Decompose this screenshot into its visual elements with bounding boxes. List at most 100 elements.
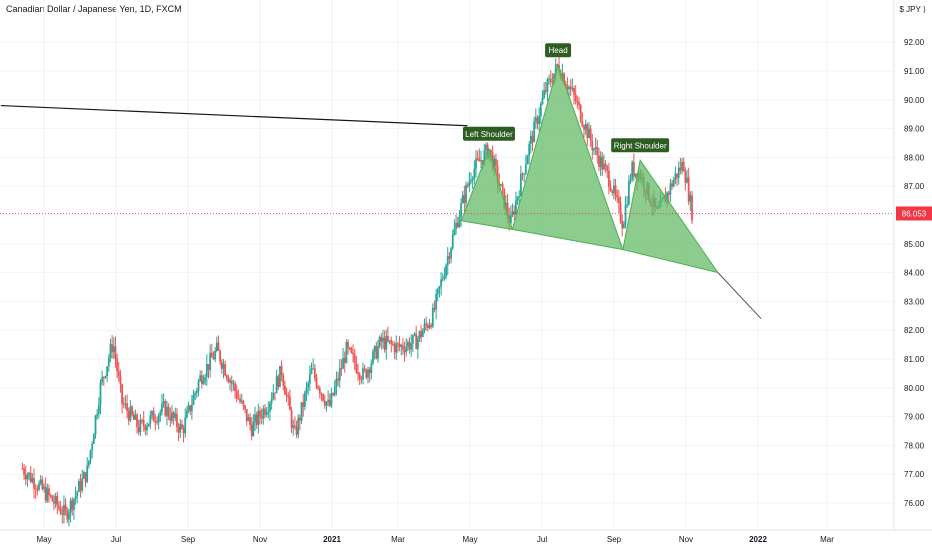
candle-body (275, 376, 278, 394)
candle-body (599, 156, 602, 167)
price-axis[interactable]: 76.00 77.00 78.00 79.00 80.00 81.00 82.00 83.00… (904, 38, 925, 508)
last-price-value: 86.053 (902, 209, 927, 218)
candle-body (200, 375, 203, 384)
candle-body (511, 211, 514, 216)
candle-body (132, 414, 135, 420)
candle-body (71, 500, 74, 510)
candle-body (259, 410, 261, 417)
candle-body (669, 183, 672, 195)
candle-body (423, 323, 426, 331)
candle-body (185, 410, 188, 418)
candle-body (624, 204, 627, 225)
candle-body (79, 481, 82, 491)
candle-body (415, 333, 418, 350)
candle-body (151, 411, 153, 416)
candle-body (383, 337, 386, 350)
candle-body (302, 402, 305, 407)
candle-body (360, 378, 363, 380)
candle-body (284, 385, 286, 395)
candle-body (289, 396, 291, 411)
candle-body (571, 88, 574, 90)
candle-body (112, 346, 115, 352)
time-tick-label: 2022 (749, 535, 767, 544)
candle-body (34, 488, 37, 490)
candle-body (611, 190, 614, 194)
candle-body (686, 177, 688, 183)
currency-selector[interactable]: $ JPY ⟩ (899, 5, 926, 14)
candle-body (598, 155, 600, 167)
grid (0, 0, 894, 530)
candle-body (543, 89, 546, 98)
candle-body (554, 64, 557, 74)
chart-title: Canadian Dollar / Japanese Yen, 1D, FXCM (6, 4, 182, 14)
candle-body (563, 73, 565, 84)
candle-body (400, 345, 403, 347)
candle-body (209, 352, 212, 370)
candle-body (478, 158, 481, 162)
candle-body (116, 358, 119, 372)
candle-body (468, 180, 471, 186)
candle-body (460, 203, 462, 217)
candle-body (267, 411, 270, 413)
candle-body (586, 124, 589, 139)
candle-body (676, 173, 678, 178)
time-tick-label: Sep (181, 535, 196, 544)
candle-body (74, 495, 77, 499)
candle-body (182, 428, 185, 434)
candle-body (269, 403, 271, 412)
candle-body (475, 158, 477, 169)
price-tick-label: 90.00 (904, 96, 925, 105)
candle-body (156, 421, 158, 423)
candle-body (506, 202, 509, 216)
time-tick-label: Mar (820, 535, 834, 544)
candle-body (315, 377, 318, 387)
candle-body (141, 420, 143, 422)
candle-body (204, 376, 207, 382)
candle-body (632, 162, 635, 177)
candle-body (181, 424, 183, 429)
candle-body (250, 425, 253, 436)
candle-body (234, 383, 236, 391)
candle-body (679, 167, 682, 171)
time-tick-label: Nov (253, 535, 267, 544)
candle-body (44, 486, 47, 501)
time-axis[interactable]: May Jul Sep Nov 2021 Mar May Jul Sep Nov 2022 Mar (36, 535, 834, 544)
candle-body (473, 168, 476, 179)
candle-body (450, 248, 452, 259)
candle-body (355, 363, 358, 373)
candle-body (523, 173, 526, 175)
candle-body (61, 513, 64, 515)
candle-body (235, 390, 238, 399)
candle-body (441, 278, 444, 280)
time-tick-label: 2021 (323, 535, 341, 544)
candle-body (106, 366, 109, 377)
annotation-label: Head (549, 46, 568, 55)
candle-body (101, 376, 104, 383)
candle-body (617, 197, 620, 203)
price-tick-label: 79.00 (904, 413, 925, 422)
candle-body (320, 393, 323, 395)
price-tick-label: 78.00 (904, 441, 925, 450)
candle-body (139, 420, 142, 433)
candle-body (195, 390, 198, 393)
candle-body (408, 342, 411, 350)
candle-body (48, 488, 50, 496)
candle-body (96, 413, 99, 416)
price-tick-label: 89.00 (904, 125, 925, 134)
candle-body (345, 342, 348, 363)
candle-body (99, 382, 102, 405)
candle-body (187, 405, 190, 411)
candle-body (295, 427, 298, 435)
candle-body (84, 472, 87, 482)
candle-body (672, 179, 675, 187)
candle-body (199, 375, 202, 381)
candle-body (358, 374, 361, 379)
right-shoulder-shape (622, 159, 720, 274)
candle-body (277, 376, 280, 387)
annotation-label: Left Shoulder (465, 130, 513, 139)
price-tick-label: 82.00 (904, 326, 925, 335)
candle-body (109, 344, 112, 359)
price-tick-label: 83.00 (904, 297, 925, 306)
candle-body (255, 414, 258, 425)
